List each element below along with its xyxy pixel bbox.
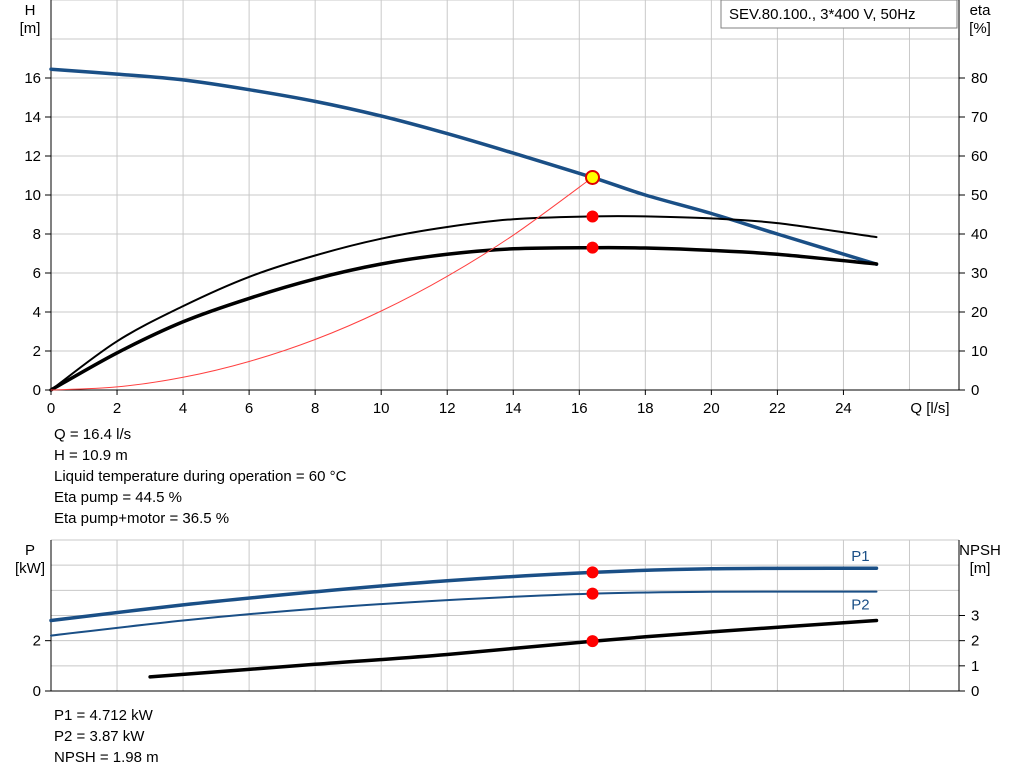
x-axis-label: Q [l/s] (910, 400, 949, 417)
x-tick-label: 24 (835, 400, 852, 417)
operating-point (584, 169, 600, 185)
y-right-tick-label: 0 (971, 683, 979, 700)
y-right-tick-label: 0 (971, 382, 979, 399)
curve-NPSH (148, 618, 879, 679)
curve-H (49, 67, 879, 266)
x-tick-label: 14 (505, 400, 522, 417)
operating-point-info: Q = 16.4 l/s H = 10.9 m Liquid temperature… (54, 424, 346, 529)
y-right-tick-label: 50 (971, 187, 988, 204)
y-right-tick-label: 20 (971, 304, 988, 321)
y-left-label: P (25, 542, 35, 559)
y-right-tick-label: 30 (971, 265, 988, 282)
curve-system (50, 176, 593, 391)
x-tick-label: 6 (245, 400, 253, 417)
model-box-text: SEV.80.100., 3*400 V, 50Hz (729, 6, 916, 23)
x-tick-label: 8 (311, 400, 319, 417)
y-left-label: H (25, 2, 36, 19)
y-left-tick-label: 12 (24, 148, 41, 165)
x-tick-label: 12 (439, 400, 456, 417)
y-right-tick-label: 1 (971, 658, 979, 675)
x-tick-label: 4 (179, 400, 187, 417)
duty-point (586, 566, 599, 579)
power-info-line: P1 = 4.712 kW (54, 707, 153, 724)
operating-info-line: H = 10.9 m (54, 447, 128, 464)
y-left-tick-label: 2 (33, 343, 41, 360)
y-left-tick-label: 2 (33, 633, 41, 650)
x-tick-label: 22 (769, 400, 786, 417)
operating-info-line: Liquid temperature during operation = 60… (54, 468, 347, 485)
power-info-line: P2 = 3.87 kW (54, 728, 145, 745)
curve-eta_pump (50, 215, 878, 391)
operating-info-line: Q = 16.4 l/s (54, 426, 132, 443)
y-left-unit: [m] (20, 20, 41, 37)
curve-P1 (49, 566, 879, 623)
duty-point (586, 210, 599, 223)
x-tick-label: 18 (637, 400, 654, 417)
y-right-label: eta (970, 2, 992, 19)
x-tick-label: 0 (47, 400, 55, 417)
curve-eta_pump_motor (49, 245, 879, 392)
y-left-tick-label: 16 (24, 70, 41, 87)
y-right-unit: [m] (970, 560, 991, 577)
y-left-tick-label: 4 (33, 304, 41, 321)
power-npsh-info: P1 = 4.712 kW P2 = 3.87 kW NPSH = 1.98 m (54, 705, 159, 768)
y-right-tick-label: 60 (971, 148, 988, 165)
y-right-tick-label: 70 (971, 109, 988, 126)
y-left-tick-label: 6 (33, 265, 41, 282)
curve-label-P2: P2 (851, 597, 869, 614)
y-left-tick-label: 10 (24, 187, 41, 204)
x-tick-label: 20 (703, 400, 720, 417)
y-right-tick-label: 2 (971, 633, 979, 650)
curve-label-P1: P1 (851, 548, 869, 565)
y-right-tick-label: 80 (971, 70, 988, 87)
x-tick-label: 2 (113, 400, 121, 417)
duty-point (586, 635, 599, 648)
y-left-tick-label: 14 (24, 109, 41, 126)
operating-info-line: Eta pump+motor = 36.5 % (54, 510, 230, 527)
y-right-tick-label: 3 (971, 608, 979, 625)
y-left-unit: [kW] (15, 560, 45, 577)
x-tick-label: 16 (571, 400, 588, 417)
y-left-tick-label: 0 (33, 683, 41, 700)
operating-info-line: Eta pump = 44.5 % (54, 489, 182, 506)
y-right-tick-label: 10 (971, 343, 988, 360)
y-right-label: NPSH (959, 542, 1001, 559)
model-box (720, 0, 958, 29)
duty-point (586, 241, 599, 254)
x-tick-label: 10 (373, 400, 390, 417)
duty-point (586, 587, 599, 600)
y-left-tick-label: 0 (33, 382, 41, 399)
y-right-tick-label: 40 (971, 226, 988, 243)
power-info-line: NPSH = 1.98 m (54, 749, 159, 766)
y-left-tick-label: 8 (33, 226, 41, 243)
curve-P2 (50, 590, 878, 637)
y-right-unit: [%] (969, 20, 991, 37)
